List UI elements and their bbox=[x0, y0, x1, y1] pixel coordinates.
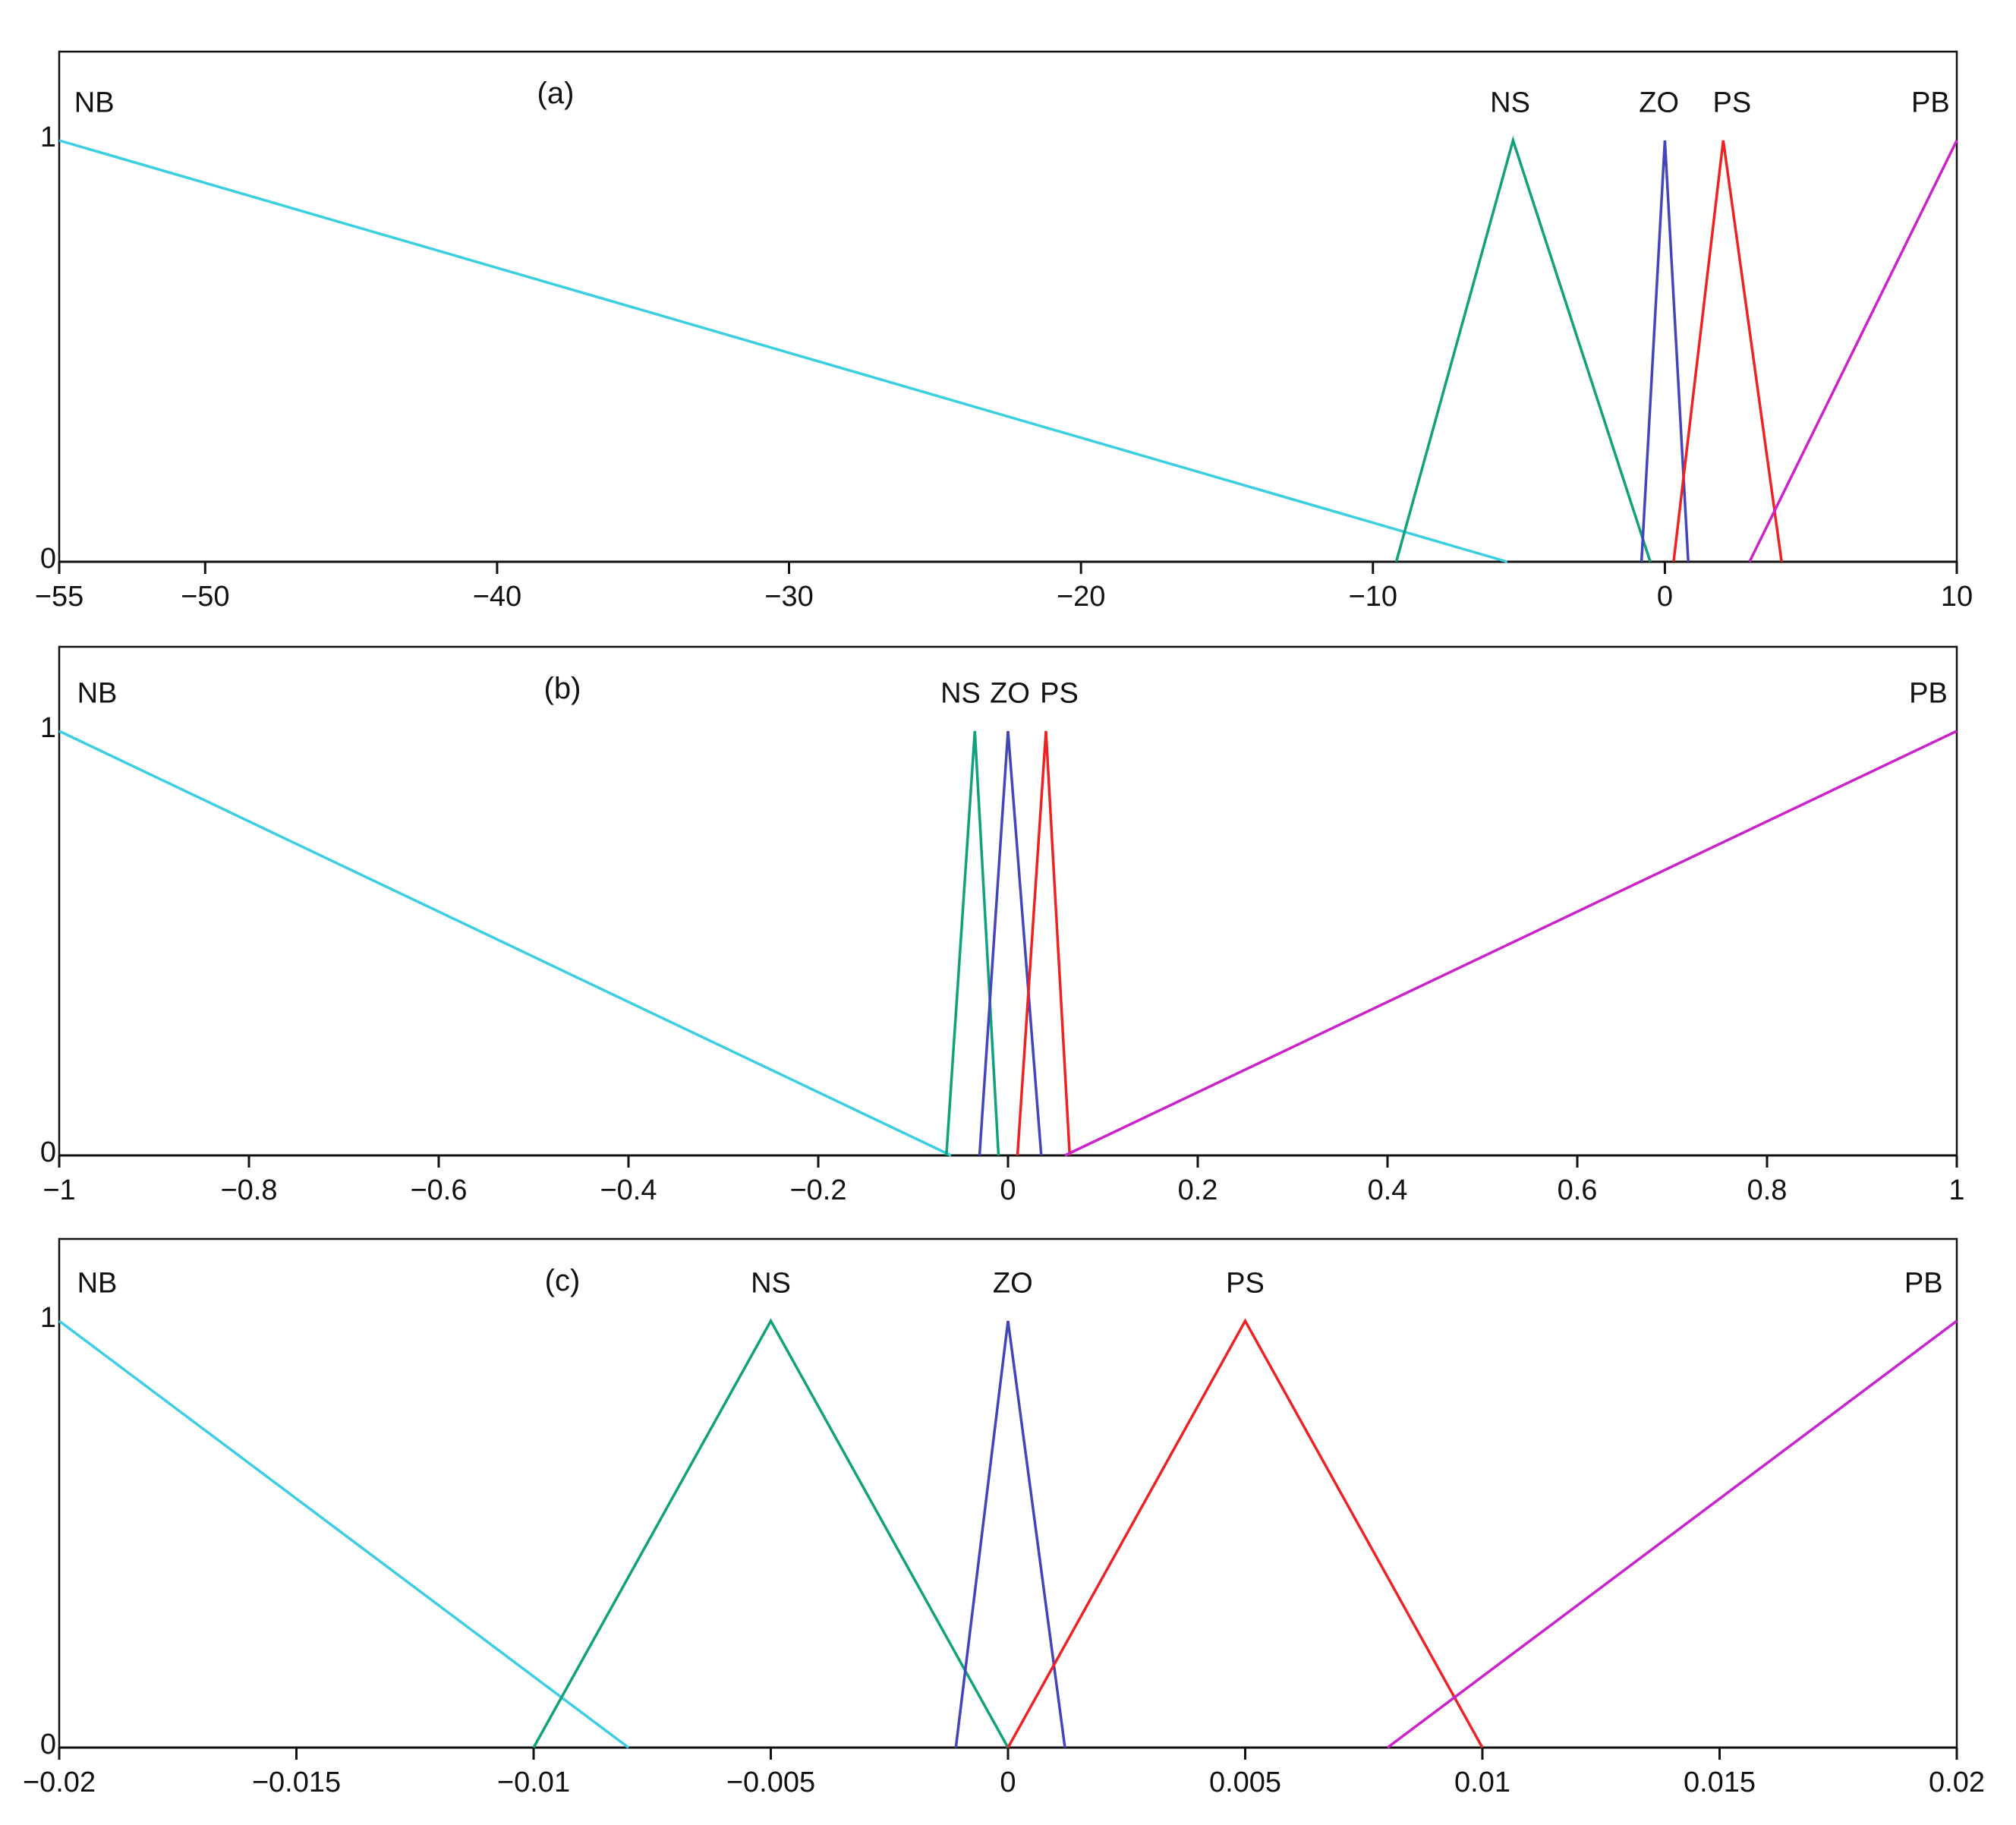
series-label-pb: PB bbox=[1909, 677, 1948, 709]
series-label-nb: NB bbox=[74, 87, 115, 119]
series-label-nb: NB bbox=[77, 677, 118, 709]
series-label-ps: PS bbox=[1040, 677, 1079, 709]
series-line-nb bbox=[58, 1319, 630, 1749]
x-tick-label: −50 bbox=[181, 581, 229, 613]
x-tick-label: 0 bbox=[1000, 1767, 1016, 1798]
y-tick-label: 0 bbox=[40, 543, 56, 575]
x-tick-label: −0.2 bbox=[789, 1174, 846, 1206]
x-tick-label: −0.005 bbox=[726, 1767, 815, 1798]
plot-frame bbox=[58, 1237, 1958, 1749]
series-label-ns: NS bbox=[1490, 87, 1530, 119]
series-line-pb bbox=[1386, 1319, 1958, 1749]
series-label-zo: ZO bbox=[993, 1267, 1033, 1299]
x-tick-label: −40 bbox=[473, 581, 521, 613]
series-label-ps: PS bbox=[1712, 87, 1751, 119]
series-label-nb: NB bbox=[77, 1267, 118, 1299]
series-label-ns: NS bbox=[940, 677, 981, 709]
x-tick-label: −30 bbox=[764, 581, 813, 613]
x-tick-label: 0.02 bbox=[1929, 1767, 1985, 1798]
series-line-ns bbox=[945, 730, 1000, 1156]
panel-label: (a) bbox=[537, 77, 575, 110]
series-line-ps bbox=[1016, 730, 1072, 1156]
series-line-pb bbox=[1064, 730, 1958, 1157]
x-tick-label: −0.6 bbox=[410, 1174, 467, 1206]
series-line-zo bbox=[978, 730, 1043, 1156]
x-tick-label: 0 bbox=[1000, 1174, 1016, 1206]
panel-label: (c) bbox=[545, 1264, 581, 1297]
y-tick-label: 1 bbox=[40, 712, 56, 744]
series-line-ns bbox=[532, 1318, 1010, 1748]
series-label-ns: NS bbox=[751, 1267, 791, 1299]
y-tick-label: 0 bbox=[40, 1729, 56, 1760]
x-tick-label: −20 bbox=[1057, 581, 1105, 613]
x-tick-label: −1 bbox=[43, 1174, 75, 1206]
plot-frame bbox=[58, 645, 1958, 1157]
series-line-ns bbox=[1394, 135, 1652, 563]
x-tick-label: 0.4 bbox=[1368, 1174, 1408, 1206]
x-tick-label: −55 bbox=[35, 581, 83, 613]
x-tick-label: −0.02 bbox=[23, 1767, 96, 1798]
x-tick-label: 0.2 bbox=[1178, 1174, 1218, 1206]
x-tick-label: 0.015 bbox=[1684, 1767, 1756, 1798]
series-label-ps: PS bbox=[1226, 1267, 1265, 1299]
y-tick-label: 1 bbox=[40, 1302, 56, 1334]
chart-panel-2: −1 −0.8 −0.6 −0.4 −0.2 0 0.2 0.4 0.6 0.8 1 0 1 (b) NB N… bbox=[40, 645, 1965, 1206]
x-tick-label: 1 bbox=[1948, 1174, 1964, 1206]
series-label-pb: PB bbox=[1911, 87, 1950, 119]
y-tick-label: 1 bbox=[40, 121, 56, 153]
series-line-nb bbox=[58, 730, 952, 1157]
y-tick-label: 0 bbox=[40, 1136, 56, 1168]
x-tick-label: −0.8 bbox=[220, 1174, 277, 1206]
series-line-zo bbox=[954, 1320, 1066, 1748]
series-label-pb: PB bbox=[1904, 1267, 1943, 1299]
series-label-zo: ZO bbox=[1639, 87, 1679, 119]
panel-label: (b) bbox=[544, 672, 581, 705]
x-tick-label: −10 bbox=[1349, 581, 1397, 613]
x-tick-label: −0.01 bbox=[497, 1767, 570, 1798]
x-tick-label: 0.6 bbox=[1558, 1174, 1598, 1206]
x-tick-label: 0.01 bbox=[1454, 1767, 1510, 1798]
series-line-ps bbox=[1006, 1318, 1484, 1748]
x-tick-label: 0.005 bbox=[1209, 1767, 1281, 1798]
x-tick-label: −0.4 bbox=[600, 1174, 657, 1206]
series-label-zo: ZO bbox=[990, 677, 1030, 709]
series-line-ps bbox=[1672, 140, 1783, 563]
series-line-zo bbox=[1640, 140, 1690, 563]
x-tick-label: 0.8 bbox=[1747, 1174, 1788, 1206]
chart-panel-3: −0.02 −0.015 −0.01 −0.005 0 0.005 0.01 0.015 0.0… bbox=[23, 1237, 1985, 1798]
x-tick-label: −0.015 bbox=[252, 1767, 341, 1798]
series-line-pb bbox=[1748, 140, 1958, 563]
series-line-nb bbox=[58, 139, 1508, 563]
x-tick-label: 0 bbox=[1657, 581, 1673, 613]
x-tick-label: 10 bbox=[1941, 581, 1973, 613]
chart-panel-1: −55 −50 −40 −30 −20 −10 0 10 0 1 (a) NB NS ZO PS PB bbox=[35, 50, 1973, 613]
plot-frame bbox=[58, 50, 1958, 563]
